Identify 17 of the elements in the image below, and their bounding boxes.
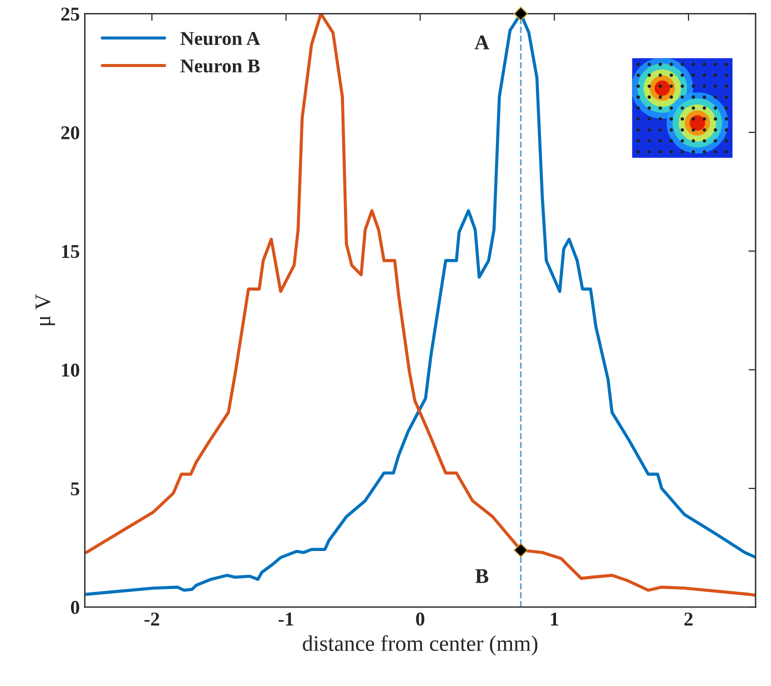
y-axis-title: μ V	[36, 294, 55, 326]
y-tick-label: 25	[61, 8, 80, 21]
y-tick-label: 0	[70, 600, 80, 614]
x-tick-label: -1	[278, 612, 294, 626]
x-axis-title: distance from center (mm)	[302, 635, 538, 656]
x-tick-label: 2	[684, 612, 693, 626]
legend-label: Neuron B	[180, 60, 260, 73]
y-tick-label: 20	[61, 126, 80, 140]
legend-label: Neuron A	[180, 32, 260, 46]
x-tick-label: -2	[144, 612, 160, 626]
y-tick-label: 10	[62, 364, 80, 377]
y-tick-label: 5	[71, 482, 80, 496]
annotation: A	[474, 36, 490, 50]
x-tick-label: 0	[416, 612, 424, 626]
x-tick-label: 1	[551, 612, 558, 626]
annotation: B	[475, 569, 488, 583]
y-tick-label: 15	[62, 244, 80, 258]
